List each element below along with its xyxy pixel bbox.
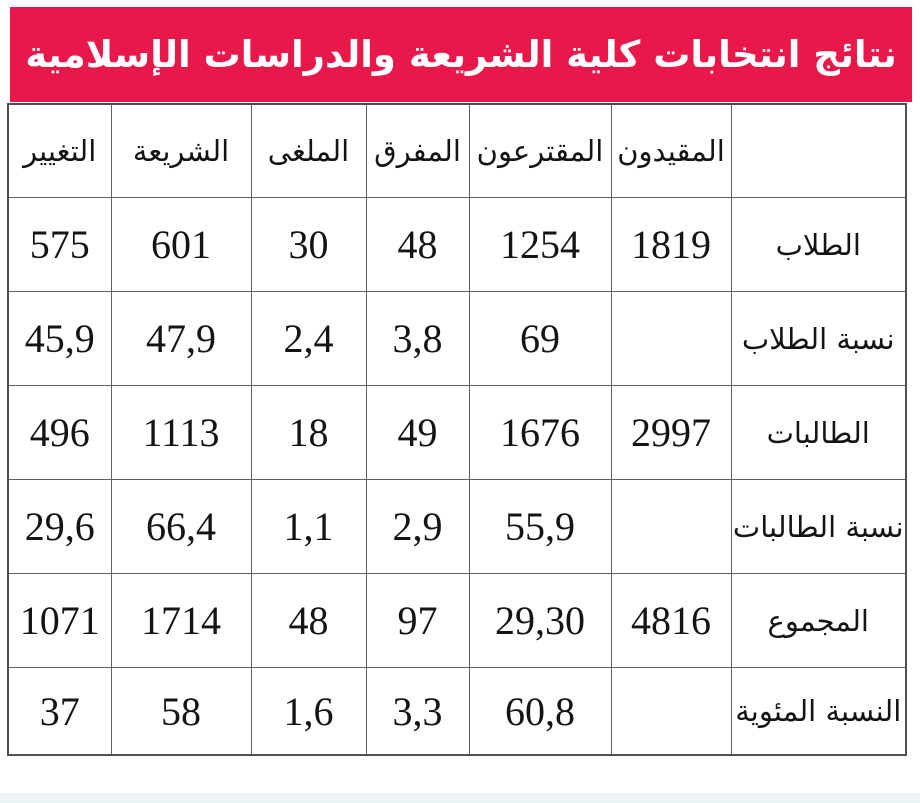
value-cell: 29,6 [7, 479, 112, 574]
value-cell: 45,9 [7, 291, 112, 386]
row-label-cell: النسبة المئوية [730, 667, 907, 756]
row-label-cell: الطالبات [730, 385, 907, 480]
value-cell: 60,8 [468, 667, 612, 756]
value-cell: 496 [7, 385, 112, 480]
value-cell [610, 291, 732, 386]
row-label-cell: نسبة الطلاب [730, 291, 907, 386]
column-header-sharia: الشريعة [110, 103, 252, 198]
value-cell: 66,4 [110, 479, 252, 574]
value-cell: 2,4 [250, 291, 367, 386]
value-cell: 29,30 [468, 573, 612, 668]
row-label-cell: نسبة الطالبات [730, 479, 907, 574]
column-header-registered: المقيدون [610, 103, 732, 198]
table-row-students-pct: نسبة الطلاب 69 3,8 2,4 47,9 45,9 [7, 291, 907, 386]
results-table: المقيدون المقترعون المفرق الملغى الشريعة… [7, 103, 907, 756]
column-header-change: التغيير [7, 103, 112, 198]
value-cell: 18 [250, 385, 367, 480]
table-row-female-students: الطالبات 2997 1676 49 18 1113 496 [7, 385, 907, 480]
value-cell: 1113 [110, 385, 252, 480]
table-row-female-students-pct: نسبة الطالبات 55,9 2,9 1,1 66,4 29,6 [7, 479, 907, 574]
value-cell: 1071 [7, 573, 112, 668]
value-cell: 30 [250, 197, 367, 292]
value-cell: 1676 [468, 385, 612, 480]
value-cell: 575 [7, 197, 112, 292]
results-table-container: المقيدون المقترعون المفرق الملغى الشريعة… [7, 103, 907, 756]
value-cell: 1,1 [250, 479, 367, 574]
value-cell: 37 [7, 667, 112, 756]
column-header-invalid: الملغى [250, 103, 367, 198]
value-cell: 2997 [610, 385, 732, 480]
corner-cell [730, 103, 907, 198]
value-cell: 47,9 [110, 291, 252, 386]
page-title: نتائج انتخابات كلية الشريعة والدراسات ال… [25, 33, 897, 76]
value-cell: 55,9 [468, 479, 612, 574]
header-row: المقيدون المقترعون المفرق الملغى الشريعة… [7, 103, 907, 198]
value-cell: 3,8 [365, 291, 470, 386]
table-row-total: المجموع 4816 29,30 97 48 1714 1071 [7, 573, 907, 668]
title-banner: نتائج انتخابات كلية الشريعة والدراسات ال… [10, 7, 912, 102]
value-cell: 58 [110, 667, 252, 756]
column-header-difference: المفرق [365, 103, 470, 198]
row-label-cell: المجموع [730, 573, 907, 668]
value-cell: 601 [110, 197, 252, 292]
value-cell: 4816 [610, 573, 732, 668]
value-cell: 1819 [610, 197, 732, 292]
value-cell: 49 [365, 385, 470, 480]
value-cell: 97 [365, 573, 470, 668]
column-header-voters: المقترعون [468, 103, 612, 198]
value-cell: 3,3 [365, 667, 470, 756]
value-cell: 1714 [110, 573, 252, 668]
value-cell [610, 479, 732, 574]
value-cell: 69 [468, 291, 612, 386]
value-cell: 48 [250, 573, 367, 668]
table-row-students: الطلاب 1819 1254 48 30 601 575 [7, 197, 907, 292]
value-cell [610, 667, 732, 756]
row-label-cell: الطلاب [730, 197, 907, 292]
value-cell: 1,6 [250, 667, 367, 756]
table-row-overall-pct: النسبة المئوية 60,8 3,3 1,6 58 37 [7, 667, 907, 756]
value-cell: 2,9 [365, 479, 470, 574]
value-cell: 48 [365, 197, 470, 292]
value-cell: 1254 [468, 197, 612, 292]
bottom-strip [0, 793, 920, 803]
